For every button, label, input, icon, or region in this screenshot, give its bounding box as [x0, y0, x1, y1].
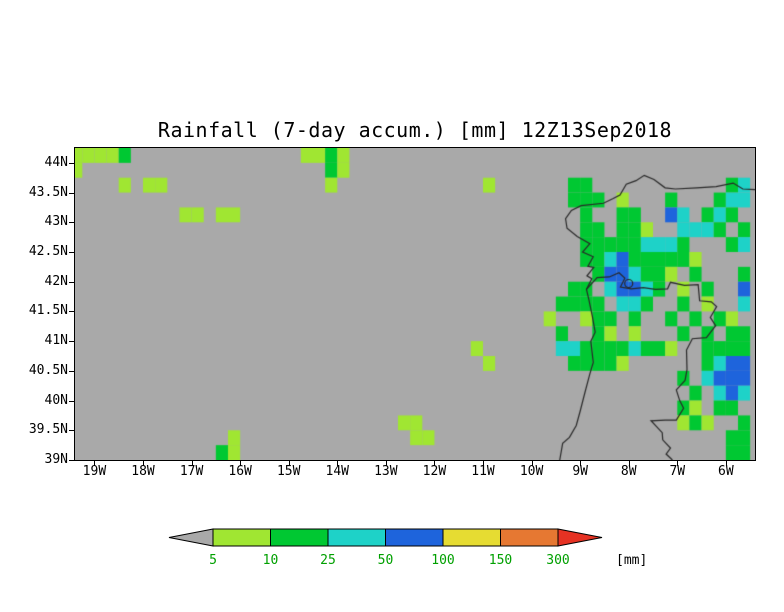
x-axis-label: 16W: [216, 464, 264, 479]
y-axis-label: 40N: [0, 393, 68, 408]
y-axis-label: 43.5N: [0, 185, 68, 200]
y-axis-tick: [69, 430, 74, 431]
y-axis-label: 44N: [0, 155, 68, 170]
rainfall-map-canvas: [75, 148, 755, 460]
colorbar-threshold-label: 150: [489, 553, 512, 568]
colorbar-segment: [443, 529, 501, 546]
colorbar-segment: [501, 529, 559, 546]
x-axis-label: 19W: [70, 464, 118, 479]
y-axis-tick: [69, 401, 74, 402]
colorbar-segment: [328, 529, 386, 546]
x-axis-tick: [240, 461, 241, 466]
y-axis-label: 41.5N: [0, 303, 68, 318]
x-axis-label: 10W: [508, 464, 556, 479]
colorbar-segment: [213, 529, 271, 546]
x-axis-tick: [289, 461, 290, 466]
x-axis-tick: [726, 461, 727, 466]
x-axis-tick: [337, 461, 338, 466]
colorbar-threshold-label: 50: [378, 553, 394, 568]
rainfall-figure: Rainfall (7-day accum.) [mm] 12Z13Sep201…: [0, 0, 784, 612]
x-axis-tick: [386, 461, 387, 466]
x-axis-tick: [143, 461, 144, 466]
y-axis-label: 41N: [0, 333, 68, 348]
y-axis-label: 43N: [0, 214, 68, 229]
x-axis-label: 13W: [362, 464, 410, 479]
y-axis-tick: [69, 193, 74, 194]
y-axis-label: 42.5N: [0, 244, 68, 259]
y-axis-tick: [69, 252, 74, 253]
colorbar-svg: 5 10 25 50 100 150 300 [mm]: [168, 527, 698, 573]
x-axis-label: 9W: [556, 464, 604, 479]
chart-title: Rainfall (7-day accum.) [mm] 12Z13Sep201…: [75, 118, 755, 142]
x-axis-label: 11W: [459, 464, 507, 479]
y-axis-tick: [69, 341, 74, 342]
y-axis-tick: [69, 371, 74, 372]
y-axis-label: 40.5N: [0, 363, 68, 378]
x-axis-tick: [580, 461, 581, 466]
x-axis-label: 17W: [168, 464, 216, 479]
x-axis-tick: [192, 461, 193, 466]
colorbar-threshold-label: 300: [546, 553, 569, 568]
y-axis-tick: [69, 222, 74, 223]
colorbar-threshold-label: 5: [209, 553, 217, 568]
colorbar-segment: [271, 529, 329, 546]
y-axis-tick: [69, 282, 74, 283]
x-axis-label: 8W: [605, 464, 653, 479]
y-axis-tick: [69, 460, 74, 461]
y-axis-tick: [69, 311, 74, 312]
x-axis-tick: [629, 461, 630, 466]
colorbar-threshold-label: 25: [320, 553, 336, 568]
x-axis-tick: [532, 461, 533, 466]
y-axis-label: 39.5N: [0, 422, 68, 437]
x-axis-tick: [434, 461, 435, 466]
colorbar-segment: [169, 529, 213, 546]
x-axis-label: 18W: [119, 464, 167, 479]
colorbar-segment: [386, 529, 444, 546]
x-axis-label: 15W: [265, 464, 313, 479]
y-axis-label: 39N: [0, 452, 68, 467]
x-axis-tick: [677, 461, 678, 466]
colorbar: 5 10 25 50 100 150 300 [mm]: [168, 527, 698, 573]
colorbar-threshold-label: 10: [263, 553, 279, 568]
x-axis-label: 6W: [702, 464, 750, 479]
y-axis-label: 42N: [0, 274, 68, 289]
colorbar-segment: [558, 529, 602, 546]
y-axis-tick: [69, 163, 74, 164]
colorbar-unit-label: [mm]: [616, 553, 647, 568]
colorbar-threshold-label: 100: [431, 553, 454, 568]
x-axis-label: 14W: [313, 464, 361, 479]
x-axis-tick: [483, 461, 484, 466]
x-axis-label: 12W: [410, 464, 458, 479]
x-axis-label: 7W: [653, 464, 701, 479]
x-axis-tick: [94, 461, 95, 466]
